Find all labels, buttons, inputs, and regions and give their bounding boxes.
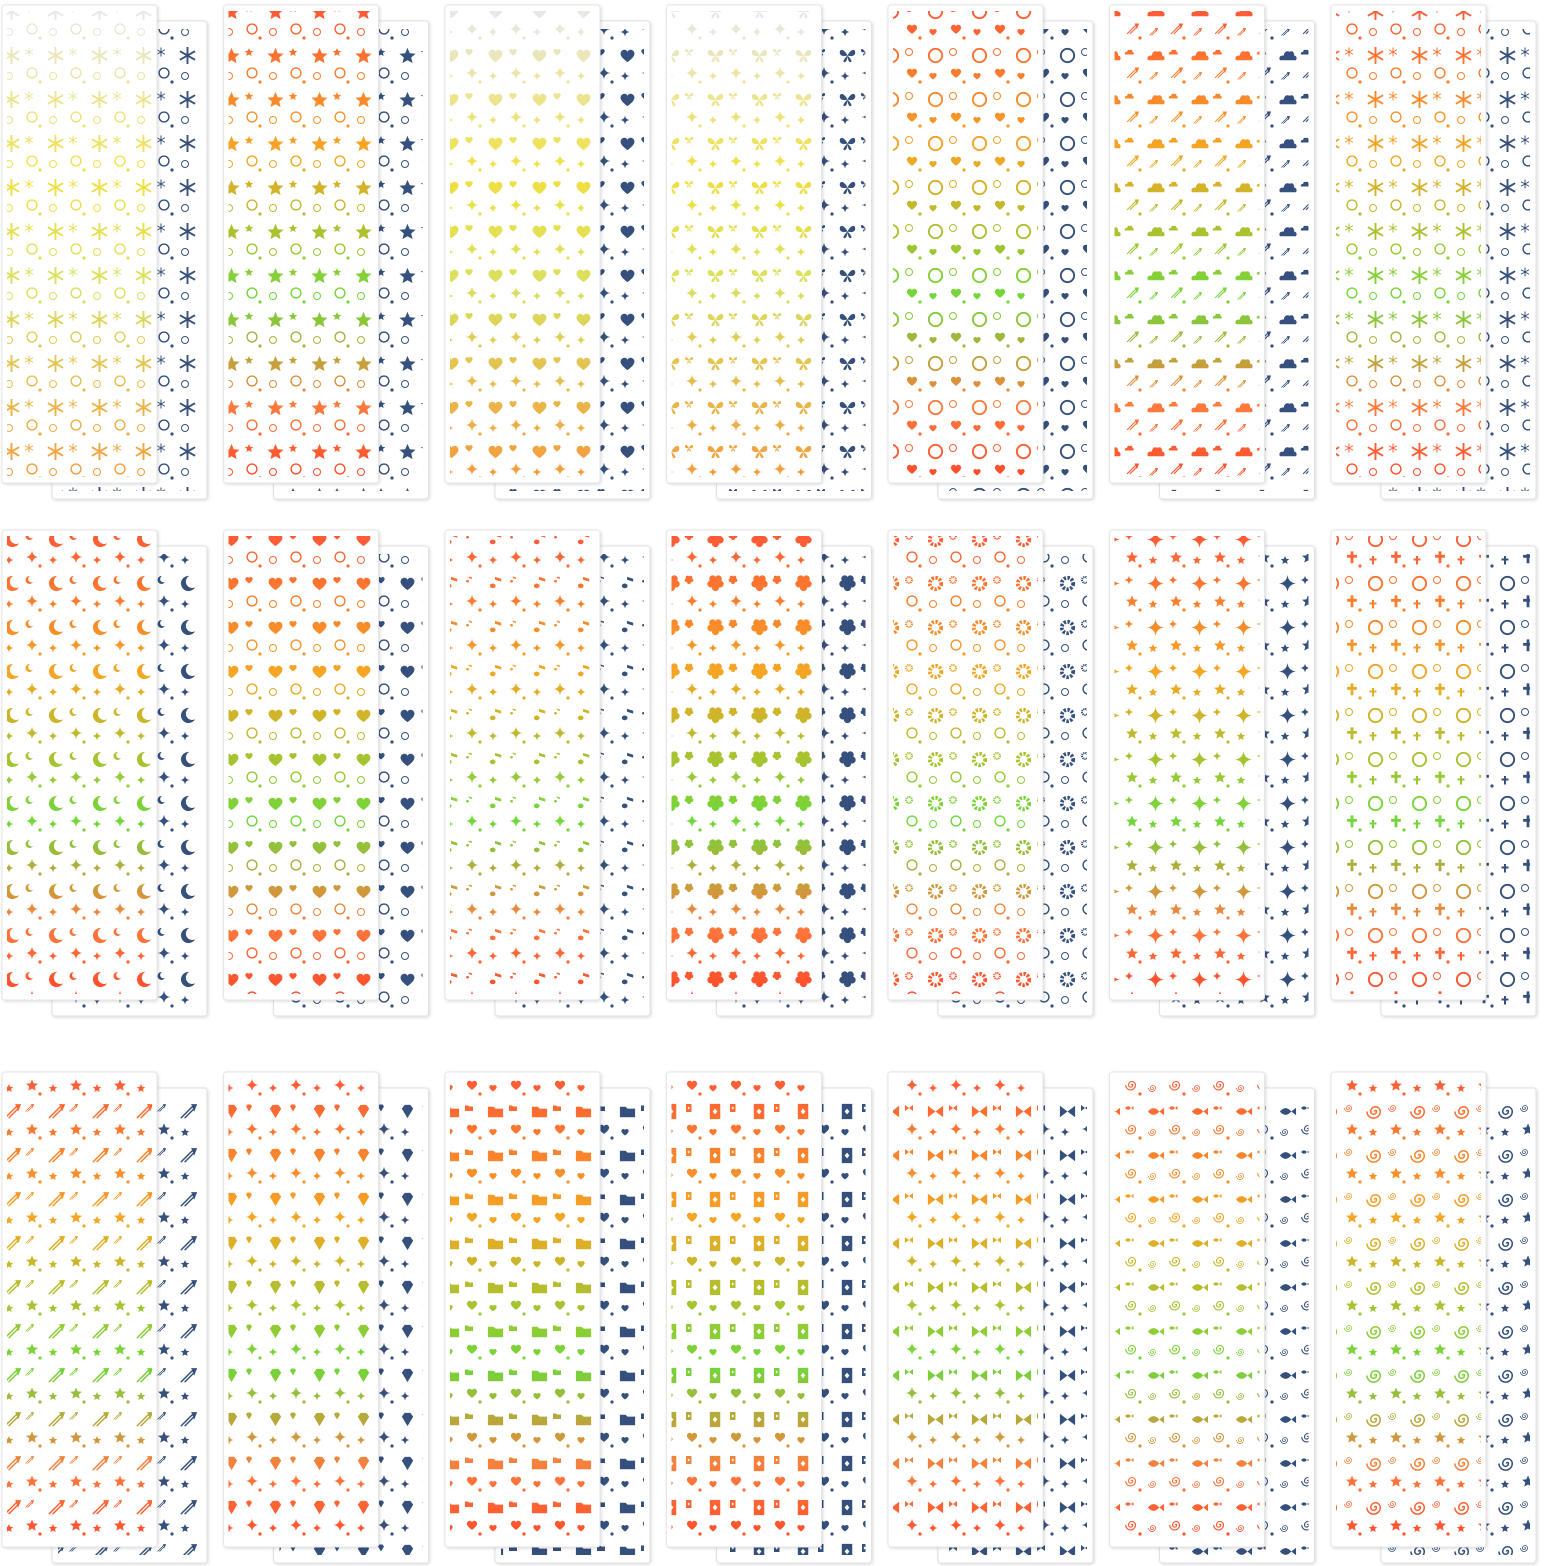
front-stickers (450, 1078, 595, 1541)
sticker-set (1109, 529, 1315, 1017)
sticker-set (223, 4, 429, 500)
front-stickers (7, 11, 152, 477)
sticker-set (1109, 1071, 1315, 1564)
sticker-set (1, 529, 208, 1017)
front-stickers (228, 1078, 374, 1541)
front-stickers (893, 536, 1038, 994)
front-stickers (671, 11, 817, 477)
sticker-set (887, 529, 1094, 1017)
front-stickers (450, 11, 595, 477)
sticker-set (444, 1071, 651, 1564)
sticker-set (666, 4, 872, 500)
front-stickers (228, 11, 374, 477)
front-stickers (450, 536, 595, 994)
sticker-set (887, 1071, 1094, 1564)
front-stickers (671, 1078, 817, 1541)
front-stickers (893, 11, 1038, 477)
sticker-set (1330, 4, 1537, 500)
sticker-set (223, 529, 429, 1017)
sticker-set (887, 4, 1094, 500)
front-stickers (671, 536, 817, 994)
front-stickers (1336, 1078, 1481, 1541)
front-stickers (1336, 11, 1481, 477)
front-stickers (1114, 536, 1260, 994)
sticker-set (444, 4, 651, 500)
sticker-set (1, 4, 208, 500)
sticker-set (1, 1071, 208, 1564)
front-stickers (1336, 536, 1481, 994)
front-stickers (1114, 1078, 1260, 1541)
front-stickers (1114, 11, 1260, 477)
sticker-set (666, 529, 872, 1017)
sticker-set (1330, 529, 1537, 1017)
sticker-set (223, 1071, 429, 1564)
front-stickers (7, 1078, 152, 1541)
front-stickers (228, 536, 374, 994)
sticker-set (1330, 1071, 1537, 1564)
sticker-set (444, 529, 651, 1017)
sticker-set (1109, 4, 1315, 500)
front-stickers (7, 536, 152, 994)
front-stickers (893, 1078, 1038, 1541)
sticker-set (666, 1071, 872, 1564)
